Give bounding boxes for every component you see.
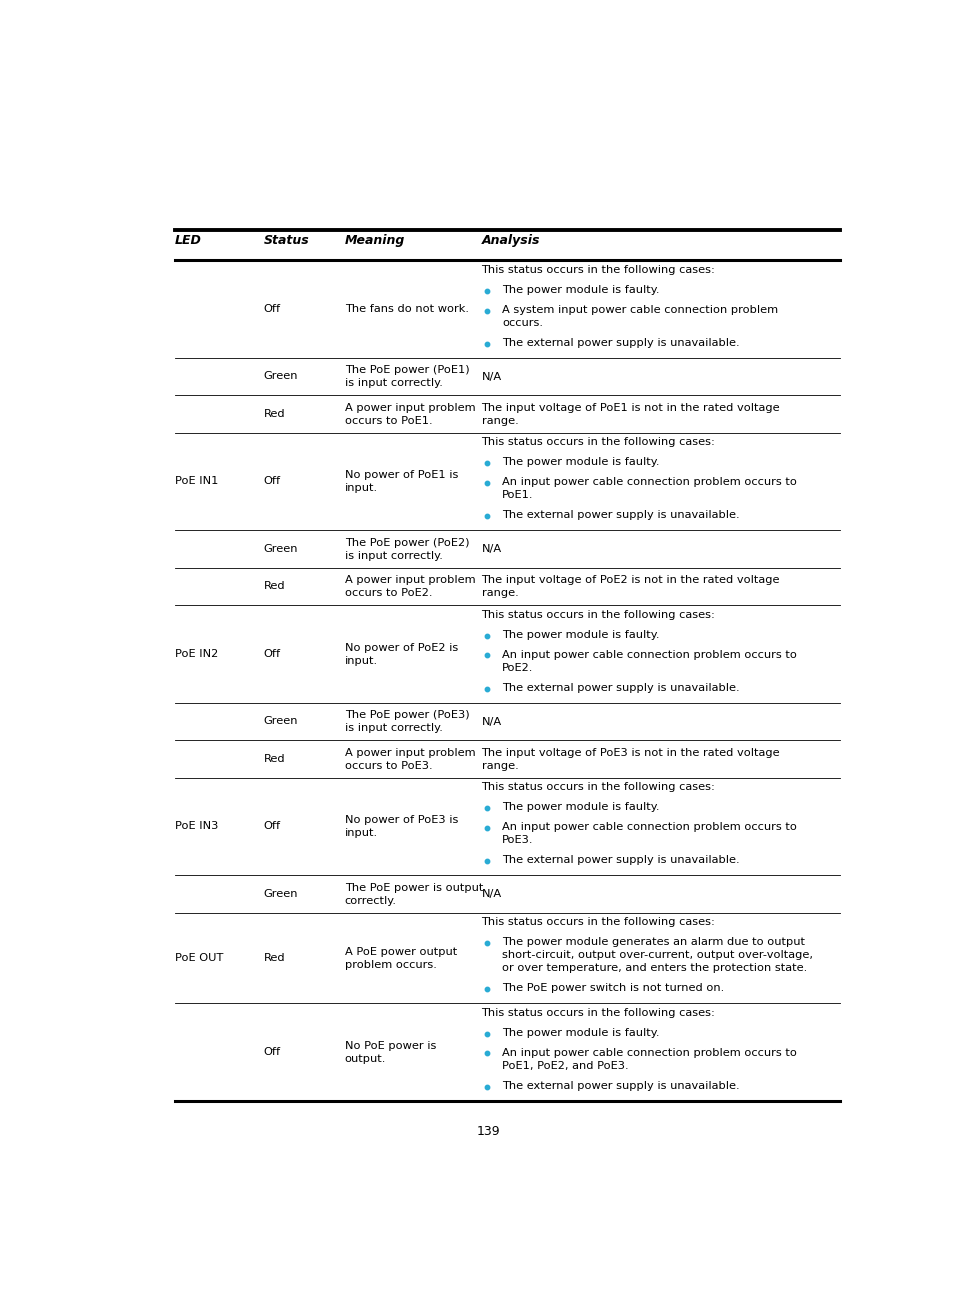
- Text: A system input power cable connection problem: A system input power cable connection pr…: [501, 305, 778, 315]
- Text: N/A: N/A: [481, 372, 501, 382]
- Text: range.: range.: [481, 761, 517, 771]
- Text: This status occurs in the following cases:: This status occurs in the following case…: [481, 1008, 715, 1017]
- Text: range.: range.: [481, 588, 517, 599]
- Text: The power module is faulty.: The power module is faulty.: [501, 630, 659, 640]
- Text: The external power supply is unavailable.: The external power supply is unavailable…: [501, 338, 740, 347]
- Text: A PoE power output: A PoE power output: [344, 946, 456, 956]
- Text: PoE1.: PoE1.: [501, 490, 533, 500]
- Text: Red: Red: [263, 582, 285, 591]
- Text: No power of PoE2 is: No power of PoE2 is: [344, 643, 457, 653]
- Text: LED: LED: [174, 233, 201, 246]
- Text: PoE OUT: PoE OUT: [174, 953, 223, 963]
- Text: This status occurs in the following cases:: This status occurs in the following case…: [481, 437, 715, 447]
- Text: is input correctly.: is input correctly.: [344, 378, 442, 389]
- Text: This status occurs in the following cases:: This status occurs in the following case…: [481, 783, 715, 792]
- Text: occurs to PoE2.: occurs to PoE2.: [344, 588, 432, 599]
- Text: The power module generates an alarm due to output: The power module generates an alarm due …: [501, 937, 804, 947]
- Text: PoE3.: PoE3.: [501, 835, 533, 845]
- Text: N/A: N/A: [481, 889, 501, 899]
- Text: No power of PoE1 is: No power of PoE1 is: [344, 470, 457, 481]
- Text: Off: Off: [263, 822, 280, 832]
- Text: occurs to PoE1.: occurs to PoE1.: [344, 416, 432, 426]
- Text: PoE2.: PoE2.: [501, 662, 533, 673]
- Text: is input correctly.: is input correctly.: [344, 551, 442, 561]
- Text: PoE IN3: PoE IN3: [174, 822, 218, 832]
- Text: An input power cable connection problem occurs to: An input power cable connection problem …: [501, 822, 797, 832]
- Text: The power module is faulty.: The power module is faulty.: [501, 457, 659, 467]
- Text: correctly.: correctly.: [344, 896, 396, 906]
- Text: Green: Green: [263, 544, 297, 553]
- Text: input.: input.: [344, 656, 377, 666]
- Text: 139: 139: [476, 1125, 500, 1138]
- Text: The external power supply is unavailable.: The external power supply is unavailable…: [501, 683, 740, 692]
- Text: This status occurs in the following cases:: This status occurs in the following case…: [481, 609, 715, 619]
- Text: No PoE power is: No PoE power is: [344, 1041, 436, 1051]
- Text: occurs to PoE3.: occurs to PoE3.: [344, 761, 432, 771]
- Text: The PoE power (PoE1): The PoE power (PoE1): [344, 365, 469, 375]
- Text: The input voltage of PoE3 is not in the rated voltage: The input voltage of PoE3 is not in the …: [481, 748, 780, 758]
- Text: PoE IN1: PoE IN1: [174, 477, 218, 486]
- Text: Green: Green: [263, 889, 297, 899]
- Text: The external power supply is unavailable.: The external power supply is unavailable…: [501, 855, 740, 866]
- Text: input.: input.: [344, 483, 377, 494]
- Text: N/A: N/A: [481, 544, 501, 555]
- Text: A power input problem: A power input problem: [344, 575, 475, 586]
- Text: input.: input.: [344, 828, 377, 839]
- Text: Off: Off: [263, 305, 280, 314]
- Text: is input correctly.: is input correctly.: [344, 723, 442, 734]
- Text: range.: range.: [481, 416, 517, 426]
- Text: or over temperature, and enters the protection state.: or over temperature, and enters the prot…: [501, 963, 806, 973]
- Text: Red: Red: [263, 410, 285, 419]
- Text: PoE IN2: PoE IN2: [174, 649, 217, 658]
- Text: The input voltage of PoE1 is not in the rated voltage: The input voltage of PoE1 is not in the …: [481, 403, 780, 412]
- Text: No power of PoE3 is: No power of PoE3 is: [344, 815, 457, 826]
- Text: A power input problem: A power input problem: [344, 403, 475, 412]
- Text: The input voltage of PoE2 is not in the rated voltage: The input voltage of PoE2 is not in the …: [481, 575, 780, 586]
- Text: Off: Off: [263, 477, 280, 486]
- Text: The power module is faulty.: The power module is faulty.: [501, 285, 659, 294]
- Text: Off: Off: [263, 649, 280, 658]
- Text: The PoE power (PoE2): The PoE power (PoE2): [344, 538, 469, 548]
- Text: The external power supply is unavailable.: The external power supply is unavailable…: [501, 511, 740, 520]
- Text: occurs.: occurs.: [501, 318, 542, 328]
- Text: An input power cable connection problem occurs to: An input power cable connection problem …: [501, 1047, 797, 1058]
- Text: Meaning: Meaning: [344, 233, 405, 246]
- Text: Analysis: Analysis: [481, 233, 539, 246]
- Text: Green: Green: [263, 372, 297, 381]
- Text: This status occurs in the following cases:: This status occurs in the following case…: [481, 264, 715, 275]
- Text: PoE1, PoE2, and PoE3.: PoE1, PoE2, and PoE3.: [501, 1060, 628, 1070]
- Text: The PoE power (PoE3): The PoE power (PoE3): [344, 710, 469, 721]
- Text: The fans do not work.: The fans do not work.: [344, 305, 468, 315]
- Text: Green: Green: [263, 717, 297, 726]
- Text: Red: Red: [263, 953, 285, 963]
- Text: This status occurs in the following cases:: This status occurs in the following case…: [481, 918, 715, 927]
- Text: The power module is faulty.: The power module is faulty.: [501, 802, 659, 813]
- Text: problem occurs.: problem occurs.: [344, 960, 436, 969]
- Text: An input power cable connection problem occurs to: An input power cable connection problem …: [501, 649, 797, 660]
- Text: Red: Red: [263, 754, 285, 763]
- Text: short-circuit, output over-current, output over-voltage,: short-circuit, output over-current, outp…: [501, 950, 812, 960]
- Text: The PoE power is output: The PoE power is output: [344, 883, 482, 893]
- Text: The PoE power switch is not turned on.: The PoE power switch is not turned on.: [501, 984, 723, 993]
- Text: N/A: N/A: [481, 717, 501, 727]
- Text: output.: output.: [344, 1054, 386, 1064]
- Text: Status: Status: [263, 233, 309, 246]
- Text: An input power cable connection problem occurs to: An input power cable connection problem …: [501, 477, 797, 487]
- Text: A power input problem: A power input problem: [344, 748, 475, 758]
- Text: The power module is faulty.: The power module is faulty.: [501, 1028, 659, 1038]
- Text: Off: Off: [263, 1047, 280, 1058]
- Text: The external power supply is unavailable.: The external power supply is unavailable…: [501, 1081, 740, 1091]
